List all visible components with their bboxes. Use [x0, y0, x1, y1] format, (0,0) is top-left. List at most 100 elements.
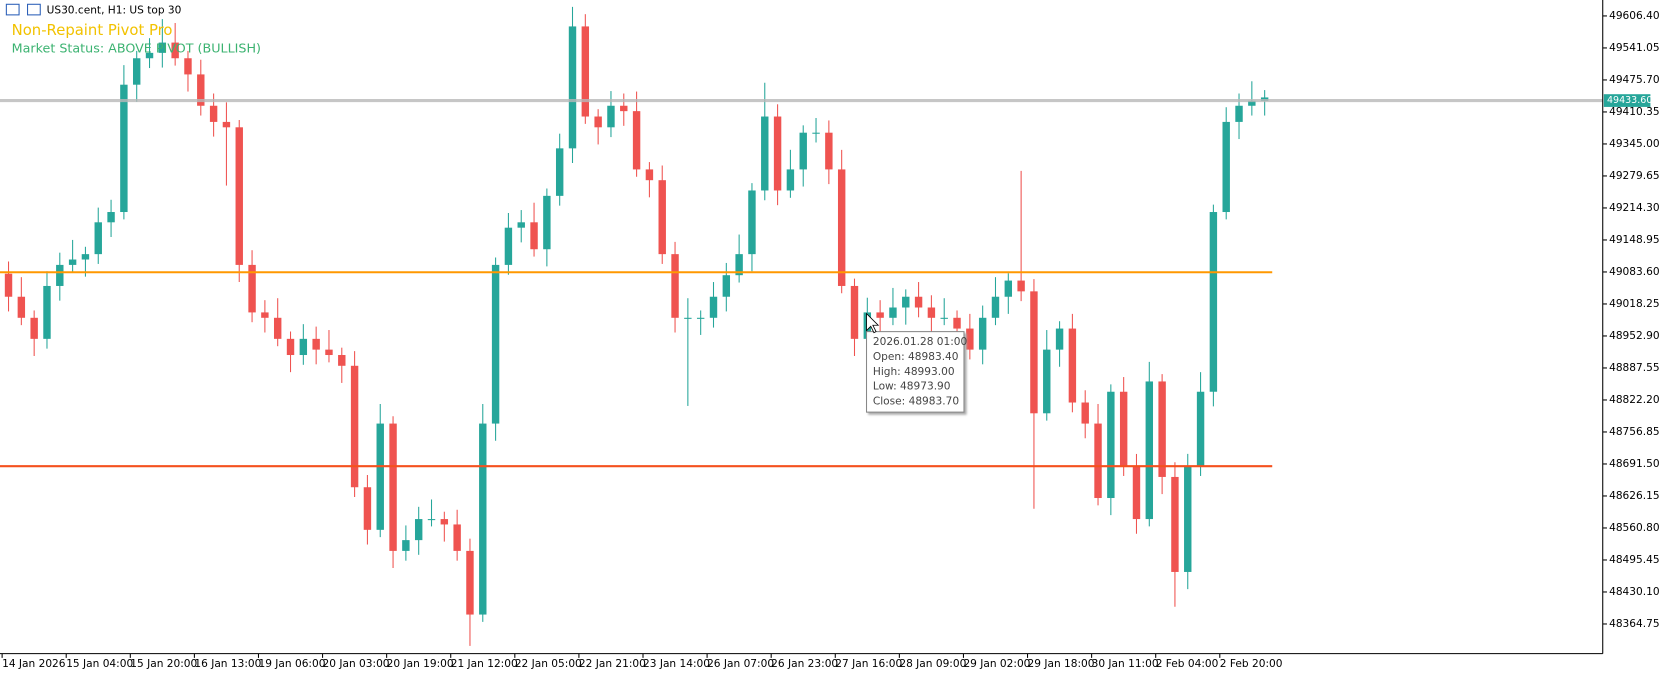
toolbar-icons[interactable] — [5, 3, 41, 16]
x-tick-label: 20 Jan 03:00 — [323, 658, 390, 670]
candle-body — [902, 296, 910, 308]
candle-body — [1055, 328, 1064, 350]
x-tick-label: 30 Jan 11:00 — [1092, 658, 1159, 670]
candle-body — [145, 52, 154, 59]
candle-body — [171, 42, 179, 59]
y-tick-label: 48364.75 — [1609, 618, 1659, 630]
candle-body — [825, 132, 833, 170]
y-tick-label: 49345.00 — [1609, 138, 1660, 150]
y-tick-label: 48887.55 — [1609, 362, 1659, 374]
candle-body — [1017, 280, 1025, 292]
candle-body — [914, 296, 923, 308]
market-status: Market Status: ABOVE PIVOT (BULLISH) — [12, 40, 261, 55]
candle-body — [81, 254, 90, 260]
indicator-title: Non-Repaint Pivot Pro — [12, 22, 173, 39]
x-tick-label: 2 Feb 20:00 — [1220, 658, 1283, 670]
candle-body — [1171, 476, 1179, 572]
x-tick-label: 27 Jan 16:00 — [835, 658, 902, 670]
candle-body — [504, 227, 513, 265]
candle-body — [350, 365, 359, 488]
candle-body — [286, 338, 295, 356]
candle-body — [325, 349, 333, 356]
candle-body — [1235, 105, 1243, 122]
y-tick-label: 49475.70 — [1609, 74, 1660, 86]
candle-body — [17, 296, 26, 318]
candle-body — [414, 519, 423, 541]
candle-body — [773, 116, 782, 191]
candle-body — [1004, 280, 1013, 297]
icon-chart[interactable] — [27, 3, 41, 16]
price-label: 49433.60 — [1607, 95, 1652, 106]
candle-body — [1081, 402, 1089, 424]
candle-body — [696, 317, 705, 319]
symbol-label: US30.cent, H1: US top 30 — [47, 5, 182, 17]
y-tick-label: 48691.50 — [1609, 458, 1660, 470]
x-tick-label: 15 Jan 04:00 — [66, 658, 133, 670]
candle-body — [632, 111, 641, 170]
candle-body — [568, 26, 577, 149]
tooltip-time: 2026.01.28 01:00 — [873, 336, 968, 348]
candle-body — [722, 275, 731, 297]
candle-body — [620, 105, 628, 112]
candle-body — [684, 317, 692, 319]
y-tick-label: 49083.60 — [1609, 266, 1660, 278]
candle-body — [479, 423, 487, 615]
candle-body — [1043, 349, 1051, 414]
candle-body — [927, 307, 936, 318]
candle-body — [671, 254, 679, 318]
x-tick-label: 26 Jan 23:00 — [771, 658, 838, 670]
candle-body — [517, 222, 525, 228]
candle-body — [158, 42, 167, 53]
candle-body — [197, 74, 205, 106]
candle-body — [235, 127, 243, 265]
candle-body — [4, 273, 13, 297]
y-tick-label: 49606.40 — [1609, 10, 1660, 22]
candle-body — [530, 222, 538, 250]
candle-body — [209, 105, 218, 122]
candle-body — [453, 524, 461, 551]
candle-body — [299, 338, 308, 356]
candle-body — [376, 423, 384, 530]
candle-body — [889, 307, 897, 318]
candle-body — [978, 317, 987, 350]
candle-body — [94, 222, 102, 255]
candle-body — [1222, 121, 1230, 213]
y-tick-label: 48626.15 — [1609, 490, 1659, 502]
candle-body — [786, 169, 795, 191]
candle-body — [261, 312, 269, 318]
candle-body — [645, 169, 654, 181]
x-tick-label: 26 Jan 07:00 — [707, 658, 774, 670]
candle-body — [850, 285, 859, 339]
candle-body — [761, 116, 769, 191]
candle-body — [491, 264, 500, 424]
candle-body — [43, 285, 51, 339]
tooltip-low: Low: 48973.90 — [873, 381, 951, 393]
candle-body — [658, 180, 666, 255]
candle-body — [132, 58, 141, 85]
price-label-box — [1603, 94, 1651, 107]
x-tick-label: 15 Jan 20:00 — [130, 658, 197, 670]
icon-list[interactable] — [5, 3, 20, 16]
candle-body — [1068, 328, 1077, 403]
y-tick-label: 49214.30 — [1609, 202, 1660, 214]
candle-body — [812, 132, 820, 134]
y-tick-label: 48756.85 — [1609, 426, 1659, 438]
candle-body — [940, 317, 948, 319]
candle-body — [594, 116, 602, 128]
candle-body — [1107, 391, 1115, 499]
y-tick-label: 48952.90 — [1609, 330, 1660, 342]
candle-body — [991, 296, 1000, 318]
candle-body — [709, 296, 718, 318]
candle-body — [1196, 391, 1205, 467]
candle-body — [56, 264, 64, 286]
candle-body — [735, 254, 743, 276]
candle-body — [312, 338, 320, 350]
candle-body — [120, 84, 128, 213]
tooltip-close: Close: 48983.70 — [873, 396, 959, 408]
x-tick-label: 22 Jan 05:00 — [515, 658, 582, 670]
candle-body — [1158, 381, 1166, 477]
y-tick-label: 49541.05 — [1609, 42, 1659, 54]
y-tick-label: 48430.10 — [1609, 586, 1660, 598]
candle-body — [543, 195, 551, 250]
